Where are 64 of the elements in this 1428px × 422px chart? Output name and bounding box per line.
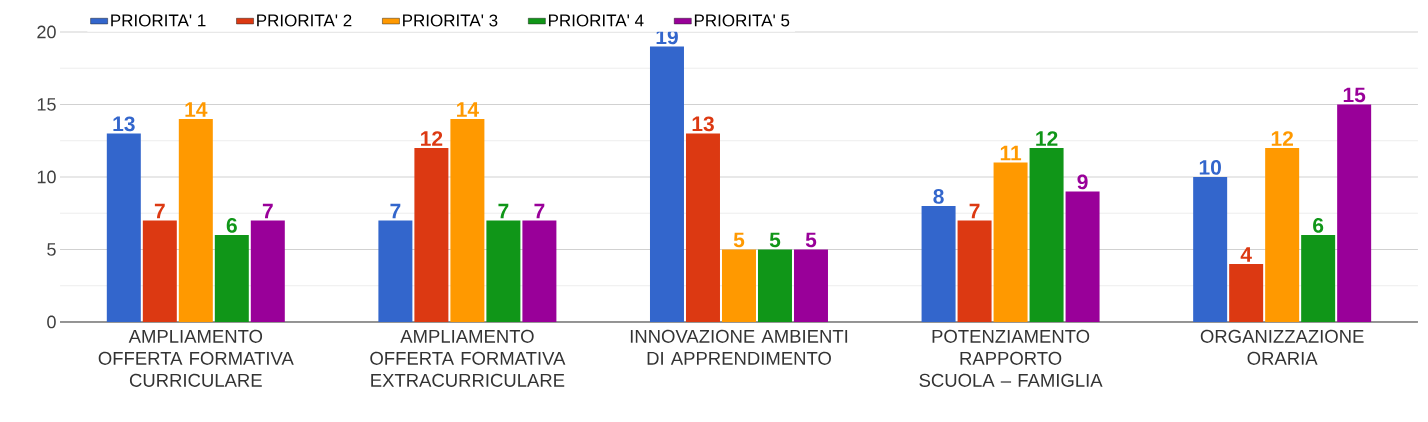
bar — [721, 249, 756, 322]
data-label: 7 — [498, 203, 509, 219]
data-label: 7 — [969, 203, 980, 219]
legend-label: PRIORITA' 1 — [111, 14, 206, 27]
y-tick-label: 5 — [47, 243, 56, 256]
data-label: 7 — [154, 203, 165, 219]
bar — [793, 249, 828, 322]
data-label: 7 — [534, 203, 545, 219]
y-tick-label: 20 — [37, 25, 56, 39]
data-label: 9 — [1077, 174, 1088, 190]
bar — [414, 147, 449, 322]
data-label: 7 — [262, 203, 273, 219]
legend-label: PRIORITA' 3 — [403, 14, 498, 27]
y-tick-label: 10 — [37, 170, 56, 184]
bar — [921, 205, 956, 322]
bar — [685, 133, 720, 322]
y-tick-label: 15 — [37, 98, 56, 111]
x-tick-label: AMPLIAMENTO OFFERTA FORMATIVA CURRICULARE — [98, 329, 294, 387]
x-tick-label: AMPLIAMENTO OFFERTA FORMATIVA EXTRACURRICULARE — [370, 329, 566, 387]
data-label: 6 — [1313, 217, 1324, 233]
bar — [250, 220, 285, 322]
bar — [1229, 263, 1264, 322]
data-label: 13 — [692, 116, 714, 132]
bar — [214, 234, 249, 322]
data-label: 12 — [421, 131, 443, 146]
data-label: 5 — [769, 232, 781, 248]
bar — [649, 46, 684, 322]
bar — [957, 220, 992, 322]
bar — [1193, 176, 1228, 322]
bar — [378, 220, 413, 322]
bar — [1065, 191, 1100, 322]
data-label: 14 — [185, 102, 208, 117]
bar — [450, 118, 485, 322]
data-label: 5 — [805, 232, 817, 248]
data-label: 13 — [113, 116, 135, 132]
bar — [757, 249, 792, 322]
bar — [1337, 104, 1372, 322]
bar — [1029, 147, 1064, 322]
legend-label: PRIORITA' 4 — [548, 14, 644, 27]
bar — [1301, 234, 1336, 322]
data-label: 5 — [733, 232, 745, 248]
legend-label: PRIORITA' 5 — [694, 14, 790, 27]
bar — [993, 162, 1028, 322]
data-label: 8 — [933, 188, 944, 204]
data-label: 12 — [1271, 131, 1293, 146]
data-label: 15 — [1343, 87, 1366, 103]
data-label: 6 — [226, 217, 237, 233]
bar — [486, 220, 521, 322]
x-tick-label: POTENZIAMENTO RAPPORTO SCUOLA – FAMIGLIA — [919, 329, 1103, 387]
data-label: 12 — [1036, 131, 1058, 146]
x-tick-label: INNOVAZIONE AMBIENTI DI APPRENDIMENTO — [630, 329, 848, 365]
data-label: 10 — [1199, 159, 1221, 175]
data-label: 11 — [1000, 145, 1022, 161]
bar — [178, 118, 213, 322]
data-label: 4 — [1240, 247, 1252, 262]
bar — [106, 133, 141, 322]
bar — [1265, 147, 1300, 322]
y-tick-label: 0 — [47, 315, 56, 329]
data-label: 7 — [390, 203, 401, 219]
bar — [522, 220, 557, 322]
x-tick-label: ORGANIZZAZIONE ORARIA — [1200, 329, 1364, 365]
legend-label: PRIORITA' 2 — [257, 14, 352, 27]
bar — [142, 220, 177, 322]
data-label: 14 — [457, 102, 479, 117]
